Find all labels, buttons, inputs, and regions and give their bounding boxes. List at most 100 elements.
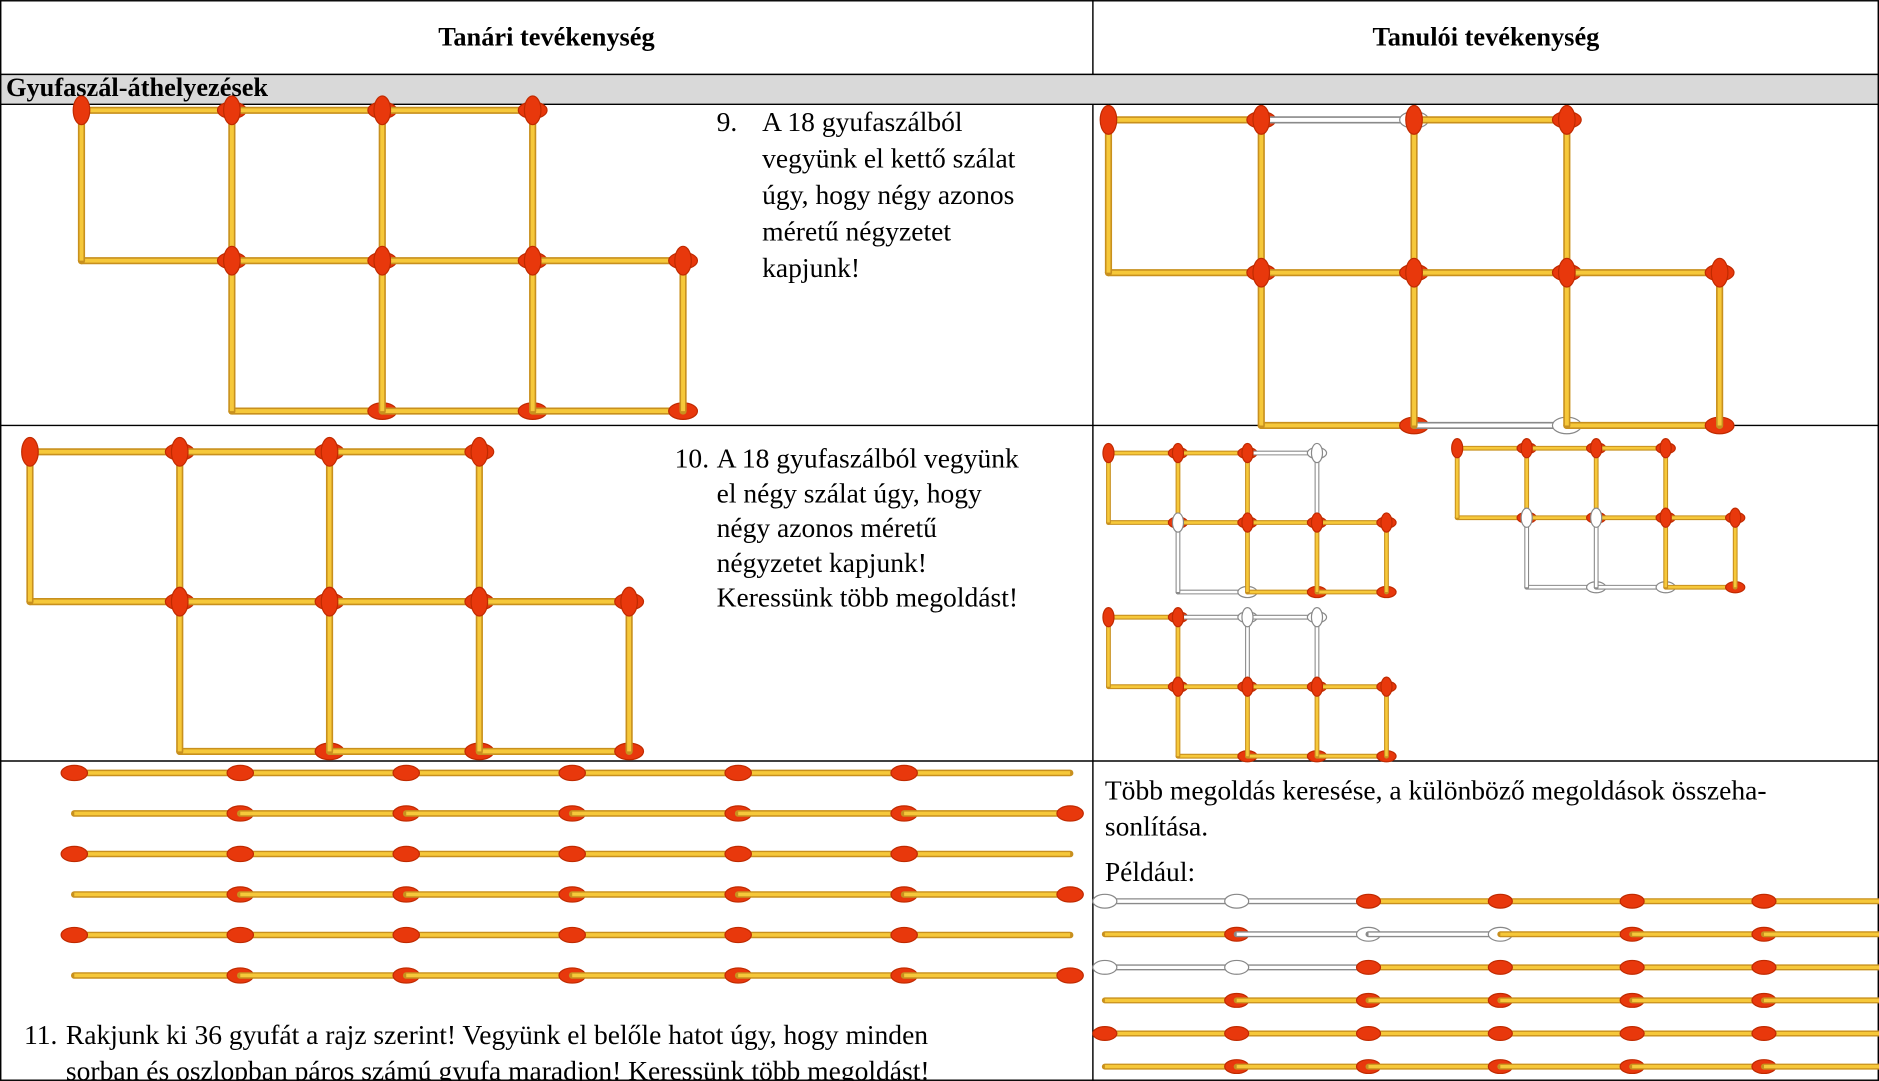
match-head bbox=[170, 436, 189, 467]
removed-matchstick bbox=[1520, 507, 1533, 590]
matchstick bbox=[1760, 931, 1879, 938]
match-head bbox=[170, 586, 189, 617]
matchstick bbox=[568, 967, 752, 984]
match-head bbox=[523, 95, 542, 126]
match-head bbox=[724, 764, 752, 782]
matchstick bbox=[373, 245, 392, 415]
matchstick bbox=[529, 251, 699, 270]
match-head bbox=[1405, 257, 1423, 288]
match-head bbox=[392, 926, 421, 944]
match-head bbox=[1224, 1026, 1250, 1041]
matchstick bbox=[60, 764, 244, 782]
match-head bbox=[1751, 1026, 1777, 1041]
matchstick bbox=[392, 764, 576, 782]
task-line: sorban és oszlopban páros számú gyufa ma… bbox=[66, 1055, 930, 1081]
matchstick bbox=[1619, 959, 1767, 975]
matchstick bbox=[1171, 676, 1185, 759]
matchstick bbox=[1557, 257, 1576, 430]
matchstick bbox=[228, 402, 398, 420]
matchstick bbox=[223, 95, 241, 265]
match-head bbox=[1102, 442, 1115, 464]
matchstick bbox=[620, 586, 638, 756]
matchstick bbox=[1099, 104, 1118, 277]
matchstick bbox=[568, 805, 752, 822]
task-line: A 18 gyufaszálból bbox=[762, 106, 963, 137]
match-head bbox=[1355, 959, 1382, 975]
matchstick bbox=[1760, 1063, 1879, 1070]
matchstick bbox=[170, 436, 189, 606]
matchstick bbox=[1729, 507, 1742, 590]
task-line: el négy szálat úgy, hogy bbox=[717, 477, 982, 508]
matchstick bbox=[1487, 959, 1636, 975]
matchstick bbox=[734, 886, 918, 903]
matchstick bbox=[1751, 959, 1879, 975]
matchstick bbox=[226, 764, 410, 782]
match-head bbox=[1252, 104, 1271, 135]
removed-matchstick bbox=[1310, 442, 1324, 525]
matchstick bbox=[1563, 263, 1735, 282]
matchstick bbox=[1171, 442, 1185, 525]
matchstick bbox=[1487, 1026, 1636, 1041]
match-head bbox=[470, 586, 489, 617]
match-head bbox=[1405, 104, 1423, 135]
match-head bbox=[1241, 607, 1254, 628]
match-head bbox=[558, 926, 586, 944]
matchstick bbox=[26, 442, 195, 461]
matchstick bbox=[72, 95, 91, 265]
match-head bbox=[724, 926, 752, 944]
match-head bbox=[1241, 442, 1254, 464]
match-head bbox=[620, 586, 638, 617]
matchstick bbox=[26, 592, 195, 611]
match-head bbox=[1451, 438, 1464, 459]
matchstick bbox=[1241, 442, 1254, 525]
task-number: 9. bbox=[717, 106, 738, 137]
matchstick bbox=[1104, 263, 1277, 282]
matchstick bbox=[1252, 104, 1271, 277]
matchstick bbox=[60, 845, 244, 863]
match-head bbox=[1380, 676, 1393, 697]
matchstick bbox=[1314, 585, 1397, 599]
matchstick bbox=[1380, 676, 1393, 759]
match-head bbox=[1520, 438, 1533, 459]
match-head bbox=[223, 95, 241, 126]
match-head bbox=[1355, 893, 1382, 909]
matchstick bbox=[1257, 416, 1430, 435]
task-line: kapjunk! bbox=[762, 252, 860, 283]
matchstick bbox=[523, 95, 542, 265]
matchstick bbox=[378, 402, 548, 420]
matchstick bbox=[724, 926, 908, 944]
removed-matchstick bbox=[1310, 607, 1324, 690]
removed-matchstick bbox=[1241, 607, 1254, 690]
match-head bbox=[523, 245, 542, 276]
matchstick bbox=[1629, 1059, 1777, 1075]
task-line: négy azonos méretű bbox=[717, 512, 938, 543]
matchstick bbox=[176, 742, 345, 761]
matchstick bbox=[1497, 992, 1645, 1008]
matchstick bbox=[1355, 959, 1504, 975]
matchstick bbox=[176, 592, 345, 611]
matchstick bbox=[228, 251, 398, 270]
section-title: Gyufaszál-áthelyezések bbox=[6, 73, 268, 102]
task-line: Keressünk több megoldást! bbox=[717, 582, 1018, 613]
matchstick bbox=[1590, 438, 1603, 521]
matchstick bbox=[1171, 607, 1185, 690]
matchstick bbox=[236, 805, 421, 822]
removed-matchstick bbox=[1175, 585, 1258, 599]
match-head bbox=[1487, 893, 1513, 909]
match-head bbox=[1619, 893, 1645, 909]
match-head bbox=[1310, 512, 1324, 533]
match-head bbox=[1557, 257, 1576, 288]
match-head bbox=[1487, 1026, 1513, 1041]
removed-matchstick bbox=[1233, 926, 1382, 942]
matchstick bbox=[1241, 512, 1254, 595]
matchstick bbox=[325, 592, 495, 611]
match-head bbox=[890, 764, 918, 782]
matchstick bbox=[674, 245, 692, 415]
matchstick bbox=[236, 886, 421, 903]
matchstick bbox=[1092, 1026, 1240, 1041]
matchstick bbox=[176, 442, 345, 461]
removed-matchstick bbox=[1171, 512, 1185, 595]
student-line: Például: bbox=[1105, 856, 1195, 887]
match-head bbox=[1092, 1026, 1118, 1041]
removed-matchstick bbox=[1593, 581, 1676, 594]
